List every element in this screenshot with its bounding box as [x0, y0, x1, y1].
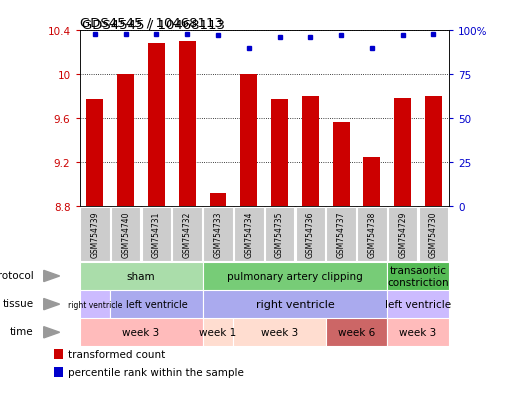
Bar	[179, 42, 196, 206]
Text: week 3: week 3	[123, 328, 160, 337]
Bar	[172, 208, 202, 261]
Bar	[387, 318, 449, 347]
Bar	[80, 290, 110, 318]
Text: week 3: week 3	[400, 328, 437, 337]
Bar	[203, 318, 233, 347]
Bar	[203, 290, 387, 318]
Bar	[203, 208, 233, 261]
Bar	[203, 262, 387, 290]
Bar	[363, 157, 381, 206]
Polygon shape	[44, 271, 60, 282]
Text: pulmonary artery clipping: pulmonary artery clipping	[227, 271, 363, 281]
Bar	[326, 208, 356, 261]
Bar	[86, 100, 103, 206]
Bar	[326, 318, 387, 347]
Bar	[271, 100, 288, 206]
Text: GSM754733: GSM754733	[213, 211, 223, 258]
Text: percentile rank within the sample: percentile rank within the sample	[68, 367, 244, 377]
Bar	[419, 208, 448, 261]
Bar	[394, 99, 411, 206]
Text: week 6: week 6	[338, 328, 375, 337]
Text: GSM754731: GSM754731	[152, 211, 161, 258]
Bar	[233, 318, 326, 347]
Text: sham: sham	[127, 271, 155, 281]
Bar	[388, 208, 418, 261]
Text: week 3: week 3	[261, 328, 298, 337]
Text: GSM754738: GSM754738	[367, 211, 377, 258]
Bar	[295, 208, 325, 261]
Text: time: time	[10, 326, 33, 336]
Bar	[54, 349, 63, 359]
Bar	[117, 75, 134, 206]
Text: transformed count: transformed count	[68, 349, 166, 359]
Bar	[148, 44, 165, 206]
Text: week 1: week 1	[200, 328, 236, 337]
Text: GSM754734: GSM754734	[244, 211, 253, 258]
Polygon shape	[44, 299, 60, 310]
Bar	[425, 97, 442, 206]
Text: transaortic
constriction: transaortic constriction	[387, 266, 449, 287]
Text: GDS4545 / 10468113: GDS4545 / 10468113	[80, 17, 223, 30]
Bar	[209, 193, 226, 206]
Bar	[80, 208, 110, 261]
Text: GSM754730: GSM754730	[429, 211, 438, 258]
Text: right ventricle: right ventricle	[68, 300, 122, 309]
Bar	[234, 208, 264, 261]
Text: GSM754740: GSM754740	[121, 211, 130, 258]
Bar	[142, 208, 171, 261]
Bar	[80, 262, 203, 290]
Bar	[111, 208, 141, 261]
Bar	[110, 290, 203, 318]
Bar	[302, 97, 319, 206]
Text: GSM754732: GSM754732	[183, 211, 192, 258]
Bar	[54, 367, 63, 377]
Polygon shape	[44, 327, 60, 338]
Text: tissue: tissue	[2, 298, 33, 308]
Text: left ventricle: left ventricle	[385, 299, 451, 309]
Bar	[387, 262, 449, 290]
Text: left ventricle: left ventricle	[126, 299, 187, 309]
Text: GSM754729: GSM754729	[398, 211, 407, 258]
Text: right ventricle: right ventricle	[255, 299, 334, 309]
Text: GDS4545 / 10468113: GDS4545 / 10468113	[83, 19, 225, 31]
Bar	[332, 123, 350, 206]
Bar	[80, 318, 203, 347]
Text: GSM754735: GSM754735	[275, 211, 284, 258]
Text: protocol: protocol	[0, 270, 33, 280]
Bar	[387, 290, 449, 318]
Text: GSM754737: GSM754737	[337, 211, 346, 258]
Bar	[265, 208, 294, 261]
Text: GSM754736: GSM754736	[306, 211, 315, 258]
Bar	[357, 208, 387, 261]
Text: GSM754739: GSM754739	[90, 211, 100, 258]
Bar	[240, 75, 257, 206]
